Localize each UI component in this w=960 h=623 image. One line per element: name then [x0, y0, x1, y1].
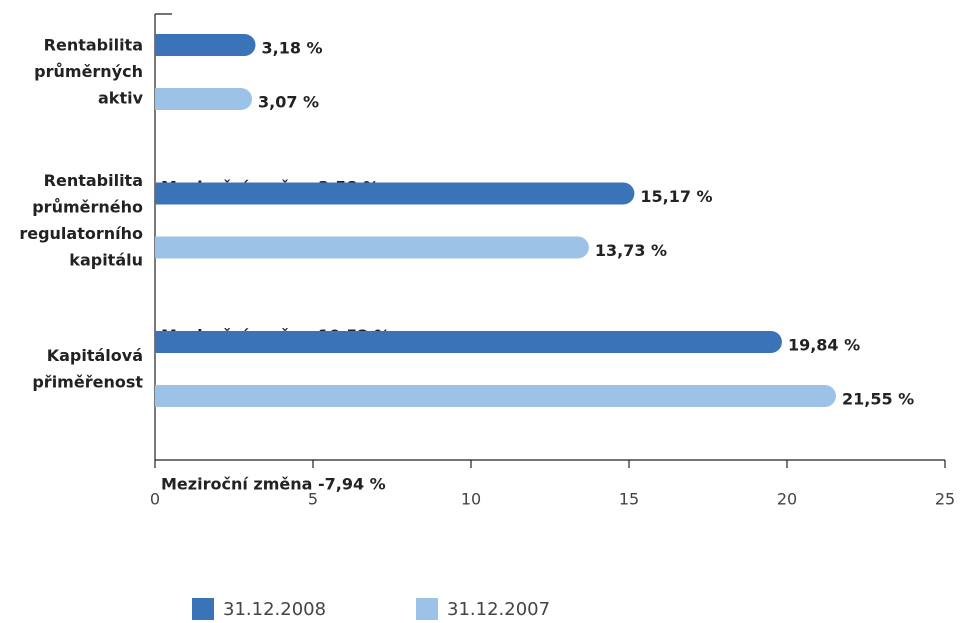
legend-label: 31.12.2007	[447, 599, 550, 620]
annotation: Meziroční změna -7,94 %	[161, 475, 386, 494]
value-label: 19,84 %	[788, 336, 860, 355]
x-tick-label: 10	[461, 490, 481, 509]
value-label: 15,17 %	[640, 187, 712, 206]
x-tick-label: 15	[619, 490, 639, 509]
bar	[155, 331, 782, 353]
bar	[155, 34, 256, 56]
bar	[155, 88, 253, 110]
x-tick-label: 25	[935, 490, 955, 509]
legend-swatch	[416, 598, 438, 620]
value-label: 13,73 %	[595, 241, 667, 260]
value-label: 3,18 %	[261, 39, 322, 58]
bar	[155, 385, 836, 407]
x-tick-label: 5	[308, 490, 318, 509]
value-label: 21,55 %	[842, 390, 914, 409]
x-tick-label: 20	[777, 490, 797, 509]
bar	[155, 182, 635, 205]
legend-label: 31.12.2008	[223, 599, 326, 620]
category-label: Kapitálová přiměřenost	[32, 345, 143, 391]
x-tick-label: 0	[150, 490, 160, 509]
category-label: Rentabilita průměrného regulatorního kapitá…	[19, 170, 143, 269]
category-label: Rentabilita průměrných aktiv	[34, 35, 143, 107]
value-label: 3,07 %	[258, 93, 319, 112]
bar	[155, 236, 589, 259]
legend-swatch	[192, 598, 214, 620]
